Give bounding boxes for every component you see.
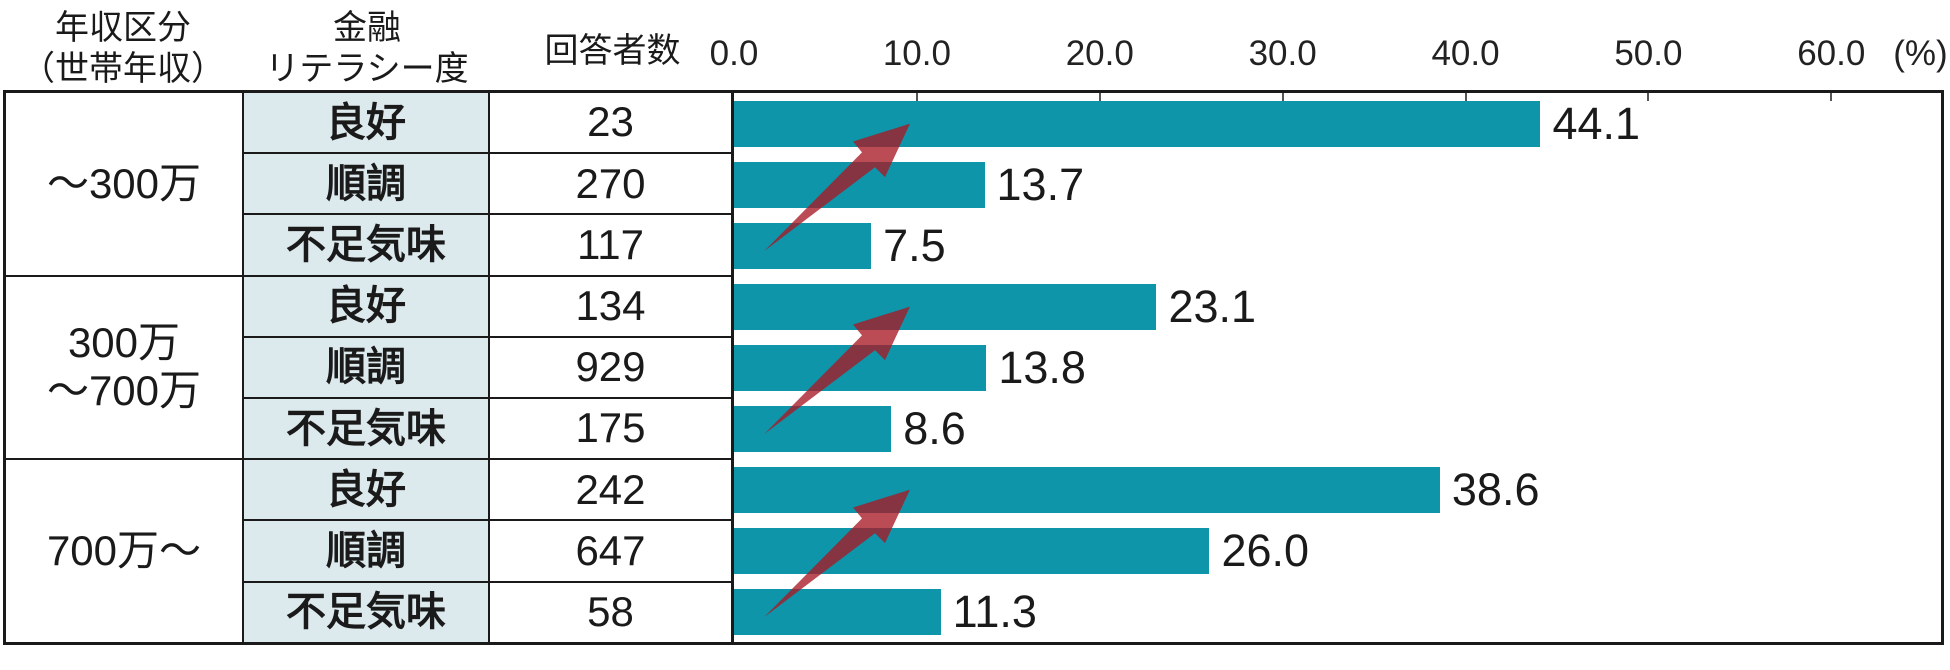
count-cell: 134 bbox=[490, 276, 731, 336]
bar-row: 8.6 bbox=[734, 398, 1941, 459]
bar-row: 11.3 bbox=[734, 581, 1941, 642]
bar bbox=[734, 405, 892, 452]
bar bbox=[734, 466, 1440, 513]
count-cell: 929 bbox=[490, 337, 731, 397]
bar-value-label: 11.3 bbox=[952, 585, 1037, 637]
income-cell: 700万～ bbox=[6, 460, 242, 642]
bar-value-label: 38.6 bbox=[1451, 463, 1540, 515]
axis-tick-mark bbox=[1647, 93, 1650, 101]
literacy-cell: 不足気味 bbox=[244, 398, 488, 459]
bar-value-label: 13.7 bbox=[996, 158, 1085, 210]
bar-row: 7.5 bbox=[734, 215, 1941, 276]
plot-area: 44.1 13.7 7.5 23.1 13.8 8.6 38.6 26.0 bbox=[734, 90, 1944, 645]
count-cell: 58 bbox=[490, 582, 731, 642]
axis-tick-label: 30.0 bbox=[1248, 34, 1317, 73]
literacy-cell: 順調 bbox=[244, 337, 488, 397]
income-cell: ～300万 bbox=[6, 93, 242, 275]
axis-tick-mark bbox=[1464, 93, 1467, 101]
bar-value-label: 13.8 bbox=[998, 341, 1086, 393]
count-cell: 242 bbox=[490, 460, 731, 520]
trend-arrow-icon bbox=[764, 489, 910, 618]
axis-tick-label: 10.0 bbox=[882, 34, 951, 73]
bar-row: 26.0 bbox=[734, 520, 1941, 581]
bar-value-label: 8.6 bbox=[903, 402, 966, 454]
literacy-cell: 順調 bbox=[244, 154, 488, 214]
trend-arrow-icon bbox=[764, 123, 910, 252]
axis-tick-mark bbox=[1830, 93, 1833, 101]
literacy-cell: 不足気味 bbox=[244, 582, 488, 642]
axis-tick-label: 40.0 bbox=[1431, 34, 1500, 73]
count-cell: 117 bbox=[490, 215, 731, 275]
bar-value-label: 7.5 bbox=[883, 219, 946, 271]
data-table: ～300万 良好 23 順調 270 不足気味 117 300万 ～700万 良… bbox=[3, 90, 734, 645]
count-cell: 647 bbox=[490, 521, 731, 581]
literacy-cell: 良好 bbox=[244, 93, 488, 153]
axis-tick-label: 20.0 bbox=[1065, 34, 1134, 73]
bar bbox=[734, 588, 941, 635]
axis-unit-label: (%) bbox=[1893, 34, 1948, 73]
axis-tick-mark bbox=[915, 93, 918, 101]
bar bbox=[734, 527, 1210, 574]
axis-tick-mark bbox=[1281, 93, 1284, 101]
bar-row: 38.6 bbox=[734, 459, 1941, 520]
bar bbox=[734, 222, 872, 269]
axis-tick-label: 60.0 bbox=[1797, 34, 1866, 73]
axis-tick-label: 0.0 bbox=[709, 34, 759, 73]
income-cell: 300万 ～700万 bbox=[6, 276, 242, 459]
x-axis: 0.0 10.0 20.0 30.0 40.0 50.0 60.0 (%) bbox=[710, 0, 1948, 86]
count-cell: 175 bbox=[490, 398, 731, 459]
bar bbox=[734, 283, 1157, 330]
bar-value-label: 26.0 bbox=[1221, 524, 1310, 576]
count-cell: 23 bbox=[490, 93, 731, 153]
literacy-cell: 順調 bbox=[244, 521, 488, 581]
header-respondent-count: 回答者数 bbox=[544, 32, 681, 70]
trend-arrow-icon bbox=[764, 306, 910, 435]
axis-tick-mark bbox=[1098, 93, 1101, 101]
axis-tick-label: 50.0 bbox=[1614, 34, 1683, 73]
bar-value-label: 44.1 bbox=[1552, 97, 1641, 149]
literacy-cell: 良好 bbox=[244, 460, 488, 520]
bar-value-label: 23.1 bbox=[1168, 280, 1257, 332]
header-financial-literacy: 金融 リテラシー度 bbox=[265, 9, 469, 89]
count-cell: 270 bbox=[490, 154, 731, 214]
literacy-cell: 不足気味 bbox=[244, 215, 488, 275]
header-income-bracket: 年収区分 （世帯年収） bbox=[21, 9, 225, 89]
literacy-cell: 良好 bbox=[244, 276, 488, 336]
bar-row: 23.1 bbox=[734, 276, 1941, 337]
